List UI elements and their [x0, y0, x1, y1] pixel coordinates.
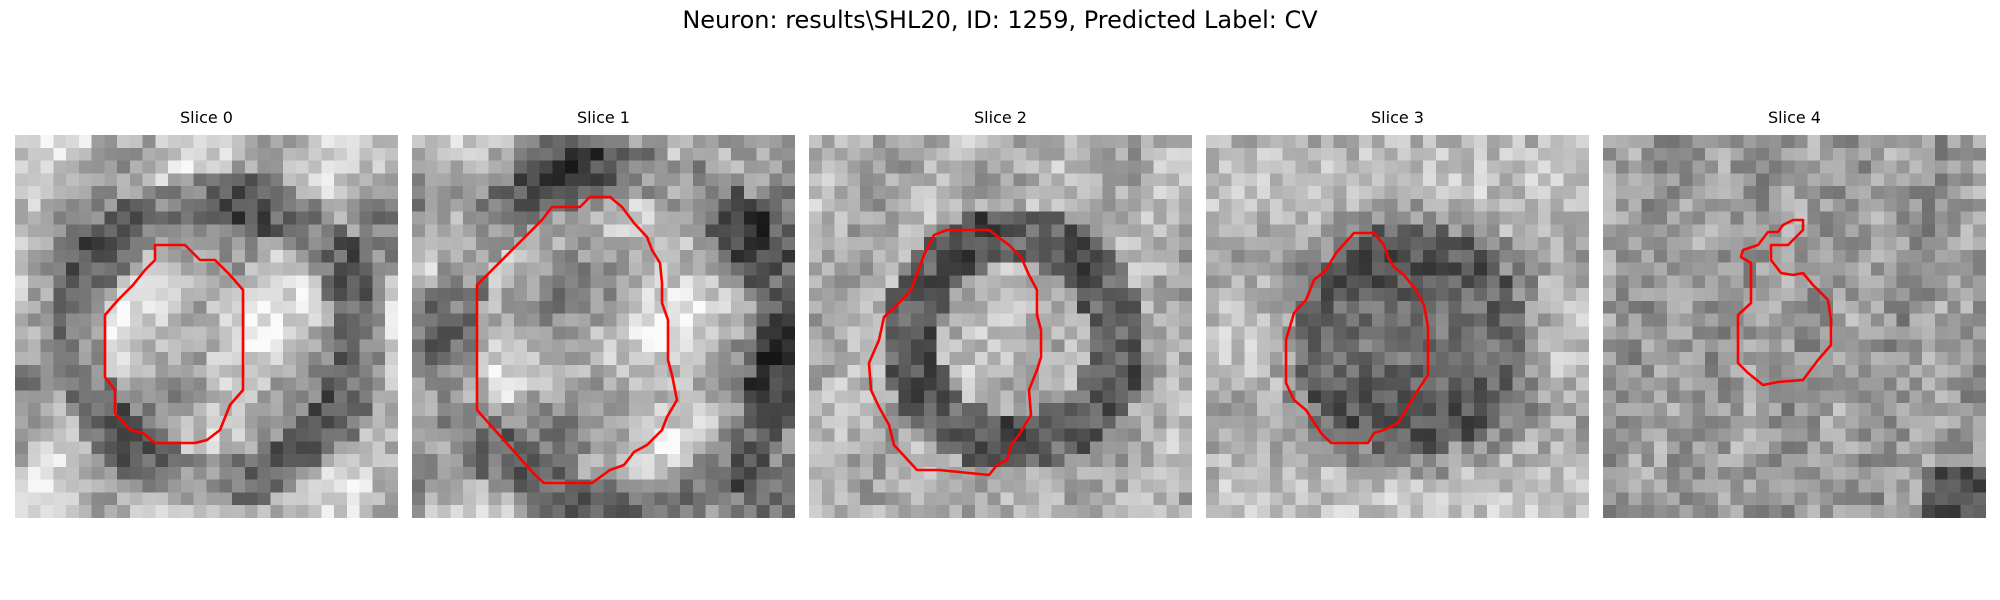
slice-1-image	[412, 135, 795, 518]
panel-title-slice-2: Slice 2	[974, 108, 1027, 127]
slice-4-contour-overlay	[1736, 218, 1833, 387]
slice-4-roi-contour	[1736, 218, 1833, 387]
slice-0-image	[15, 135, 398, 518]
panel-title-slice-1: Slice 1	[577, 108, 630, 127]
panel-title-slice-4: Slice 4	[1768, 108, 1821, 127]
panel-title-slice-0: Slice 0	[180, 108, 233, 127]
slice-1-roi-contour	[475, 195, 679, 485]
slice-4-grayscale-patch	[1603, 135, 1986, 518]
figure-title: Neuron: results\SHL20, ID: 1259, Predict…	[682, 6, 1318, 34]
slice-2-image	[809, 135, 1192, 518]
slice-0-contour-overlay	[103, 243, 245, 445]
slice-2-grayscale-patch	[809, 135, 1192, 518]
slice-3-image	[1206, 135, 1589, 518]
slice-2-contour-overlay	[867, 228, 1043, 477]
slice-2-roi-contour	[867, 228, 1043, 477]
slice-0-roi-contour	[103, 243, 245, 445]
slice-3-roi-contour	[1284, 231, 1430, 445]
panel-title-slice-3: Slice 3	[1371, 108, 1424, 127]
slice-3-contour-overlay	[1284, 231, 1430, 445]
slice-4-image	[1603, 135, 1986, 518]
slice-0-grayscale-patch	[15, 135, 398, 518]
slice-1-contour-overlay	[475, 195, 679, 485]
slice-3-grayscale-patch	[1206, 135, 1589, 518]
